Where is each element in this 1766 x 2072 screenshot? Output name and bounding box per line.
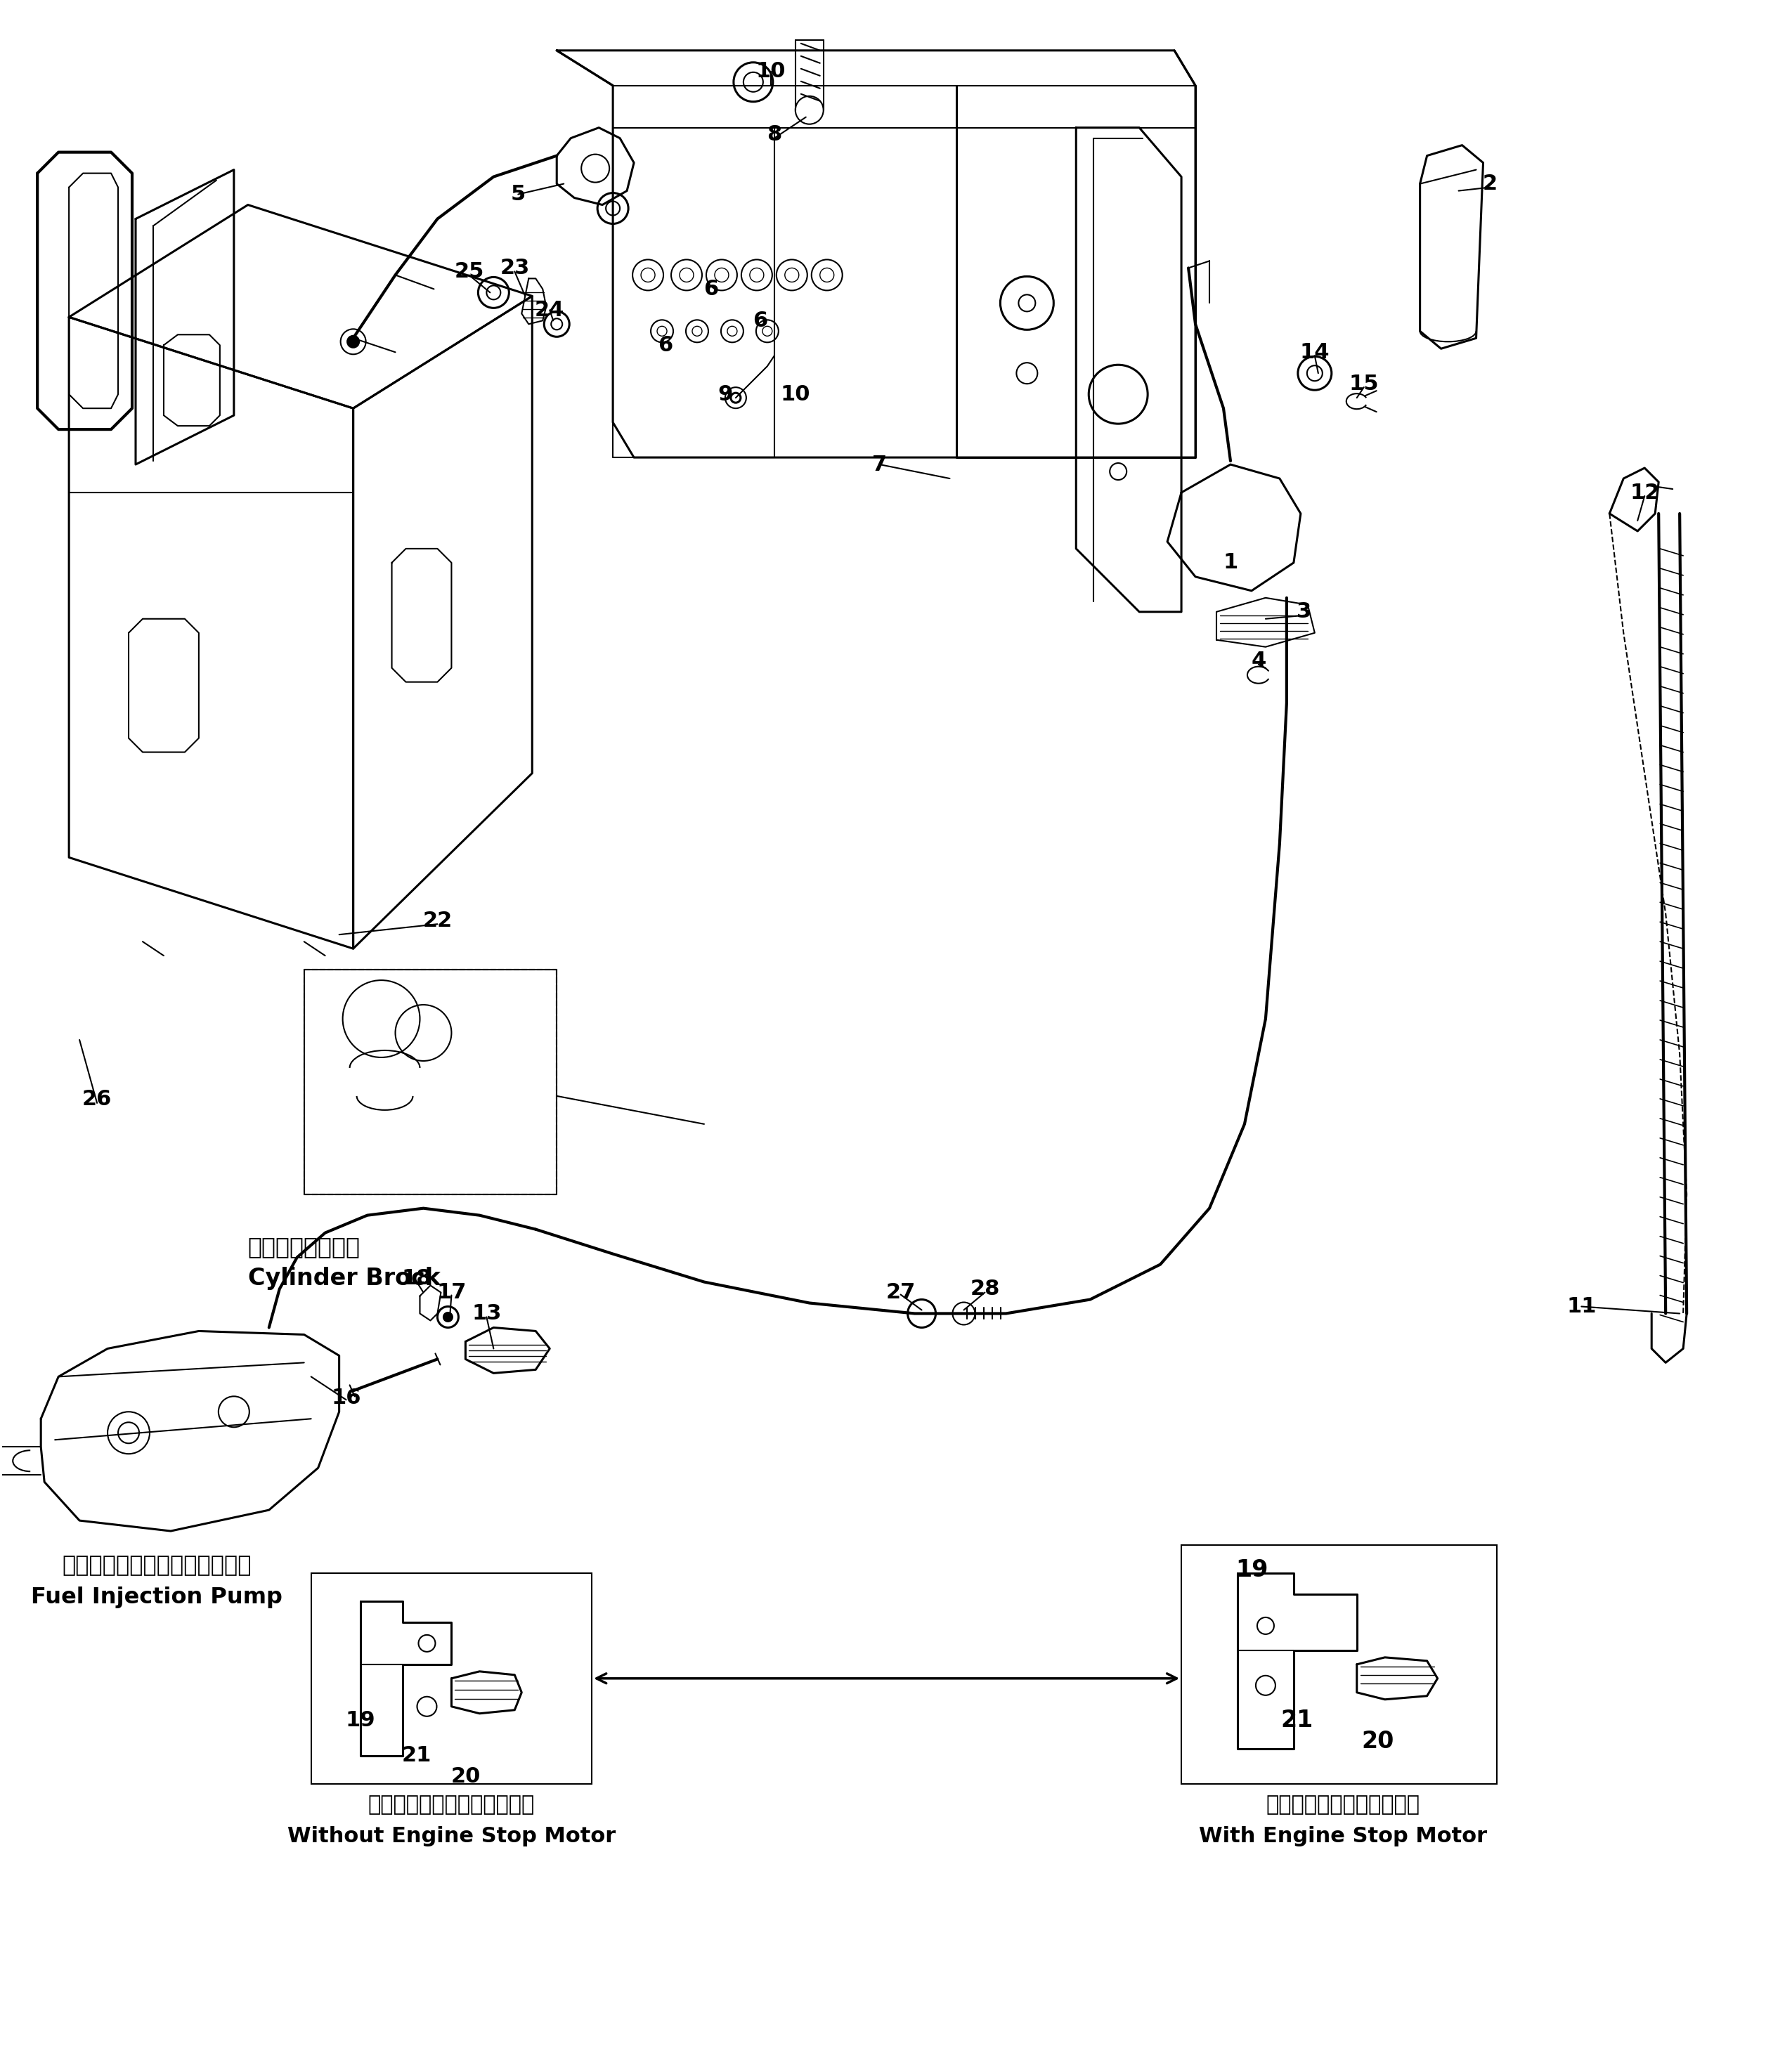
Text: 4: 4 — [1250, 651, 1266, 671]
Circle shape — [763, 325, 772, 336]
Text: With Engine Stop Motor: With Engine Stop Motor — [1199, 1825, 1487, 1846]
Text: 19: 19 — [1234, 1558, 1268, 1581]
Text: 16: 16 — [332, 1388, 360, 1407]
Circle shape — [751, 267, 763, 282]
Text: 28: 28 — [970, 1278, 1000, 1299]
Text: 19: 19 — [344, 1709, 374, 1730]
Circle shape — [715, 267, 729, 282]
Bar — [1181, 1546, 1498, 1784]
Text: 25: 25 — [454, 261, 484, 282]
Circle shape — [348, 336, 358, 348]
Text: Fuel Injection Pump: Fuel Injection Pump — [32, 1587, 283, 1608]
Text: 20: 20 — [1362, 1730, 1393, 1753]
Text: Without Engine Stop Motor: Without Engine Stop Motor — [288, 1825, 616, 1846]
Text: 3: 3 — [1296, 601, 1312, 622]
Text: 7: 7 — [872, 454, 887, 474]
Circle shape — [784, 267, 798, 282]
Text: 26: 26 — [83, 1090, 111, 1111]
Text: 23: 23 — [500, 257, 530, 278]
Bar — [311, 1573, 592, 1784]
Text: 18: 18 — [401, 1268, 431, 1289]
Text: 1: 1 — [1224, 553, 1238, 572]
Text: Cylinder Brock: Cylinder Brock — [247, 1266, 440, 1291]
Text: エンジンストップモータ付: エンジンストップモータ付 — [1266, 1794, 1420, 1815]
Text: 6: 6 — [703, 280, 719, 298]
Text: 6: 6 — [659, 336, 673, 356]
Circle shape — [728, 325, 736, 336]
Text: 2: 2 — [1483, 174, 1498, 195]
Text: シリンダブロック: シリンダブロック — [247, 1235, 360, 1258]
Text: 13: 13 — [472, 1303, 502, 1324]
Text: 14: 14 — [1300, 342, 1330, 363]
Circle shape — [641, 267, 655, 282]
Text: 10: 10 — [781, 383, 811, 404]
Text: 20: 20 — [450, 1767, 480, 1786]
Circle shape — [819, 267, 834, 282]
Text: 11: 11 — [1566, 1297, 1596, 1316]
Text: エンジンストップモータなし: エンジンストップモータなし — [367, 1794, 535, 1815]
Text: 5: 5 — [510, 184, 526, 205]
Circle shape — [657, 325, 668, 336]
Text: 24: 24 — [535, 300, 565, 321]
Text: 21: 21 — [1280, 1709, 1314, 1732]
Text: 12: 12 — [1630, 483, 1660, 503]
Circle shape — [443, 1314, 452, 1322]
Text: 15: 15 — [1349, 373, 1379, 394]
Bar — [304, 970, 556, 1193]
Text: 8: 8 — [766, 124, 782, 145]
Text: 22: 22 — [422, 910, 452, 930]
Text: 10: 10 — [756, 62, 786, 81]
Circle shape — [680, 267, 694, 282]
Text: 6: 6 — [752, 311, 768, 332]
Circle shape — [731, 394, 740, 402]
Text: 9: 9 — [717, 383, 733, 404]
Text: フェルインジェクションポンプ: フェルインジェクションポンプ — [62, 1556, 251, 1577]
Circle shape — [692, 325, 703, 336]
Text: 21: 21 — [401, 1745, 431, 1765]
Text: 27: 27 — [887, 1283, 915, 1303]
Text: 17: 17 — [436, 1283, 466, 1303]
